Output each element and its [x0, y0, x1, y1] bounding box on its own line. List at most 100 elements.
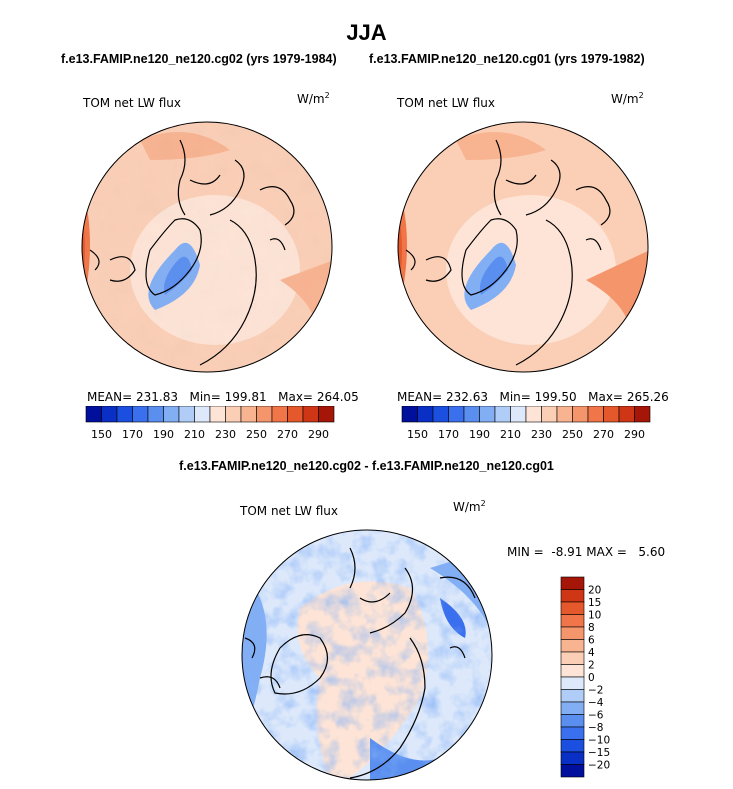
panel1-colorbar-tick-label: 290 [308, 428, 329, 441]
panel1-colorbar-box [225, 406, 242, 423]
panel3-colorbar-box [560, 589, 585, 603]
panel2-colorbar-tick-label: 150 [407, 428, 428, 441]
panel3-colorbar-box [560, 626, 585, 640]
panel2-colorbar-box [618, 406, 635, 423]
panel3-colorbar-box [560, 714, 585, 728]
panel1-colorbar-tick-label: 190 [153, 428, 174, 441]
panel2-colorbar: 150 170 190 210 230 250 270 290 [401, 406, 651, 441]
panel2-colorbar-box [401, 406, 418, 423]
panel2-central-field [446, 195, 616, 345]
panel1-colorbar: 150 170 190 210 230 250 270 290 [85, 406, 335, 441]
panel1-colorbar-box [209, 406, 226, 423]
panel2-colorbar-box [494, 406, 511, 423]
panel3-colorbar-tick-label: 15 [588, 597, 601, 609]
panel1-colorbar-box [132, 406, 149, 423]
panel3-units: W/m2 [453, 499, 486, 514]
panel3-colorbar-tick-label: −4 [588, 697, 604, 709]
panel1-colorbar-box [101, 406, 118, 423]
panel3-colorbar-tick-label: −20 [588, 760, 610, 772]
panel3-colorbar-box [560, 726, 585, 740]
panel2-units: W/m2 [611, 91, 644, 106]
panel2-colorbar-box [432, 406, 449, 423]
panel3-minmax: MIN = -8.91 MAX = 5.60 [507, 545, 666, 559]
panel2-colorbar-box [603, 406, 620, 423]
page-title: JJA [346, 20, 387, 45]
panel1-colorbar-tick-label: 170 [122, 428, 143, 441]
panel2-colorbar-box [556, 406, 573, 423]
panel1-coastlines [89, 139, 295, 366]
panel3-colorbar-box [560, 614, 585, 628]
panel2-colorbar-box [417, 406, 434, 423]
panel1-colorbar-box [194, 406, 211, 423]
panel3-colorbar-tick-label: −2 [588, 685, 603, 697]
panel2-colorbar-tick-label: 290 [624, 428, 645, 441]
panel3-colorbar-box [560, 601, 585, 615]
panel3-colorbar-box [560, 701, 585, 715]
panel2-colorbar-tick-label: 170 [438, 428, 459, 441]
panel1-subtitle: f.e13.FAMIP.ne120_ne120.cg02 (yrs 1979-1… [61, 52, 337, 66]
panel1-colorbar-box [85, 406, 102, 423]
panel3-map [241, 529, 493, 781]
panel1-units: W/m2 [297, 91, 330, 106]
panel3-colorbar-box [560, 739, 585, 753]
panel3-colorbar-tick-label: 6 [588, 635, 595, 647]
panel1-map [81, 121, 333, 373]
panel3-variable-label: TOM net LW flux [240, 504, 338, 518]
panel1-variable-label: TOM net LW flux [83, 96, 181, 110]
panel3-colorbar-tick-label: −8 [588, 722, 603, 734]
panel3-colorbar-box [560, 676, 585, 690]
panel2-colorbar-box [448, 406, 465, 423]
panel3-colorbar-tick-label: −15 [588, 747, 610, 759]
panel3-coastlines [244, 547, 476, 779]
panel1-colorbar-tick-label: 230 [215, 428, 236, 441]
panel3-colorbar-box [560, 664, 585, 678]
panel3-colorbar-box [560, 639, 585, 653]
panel2-colorbar-box [525, 406, 542, 423]
panel2-colorbar-tick-label: 250 [562, 428, 583, 441]
panel3-colorbar-box [560, 651, 585, 665]
panel2-subtitle: f.e13.FAMIP.ne120_ne120.cg01 (yrs 1979-1… [369, 52, 645, 66]
panel2-colorbar-box [572, 406, 589, 423]
panel2-colorbar-box [634, 406, 651, 423]
panel3-colorbar-tick-label: 0 [588, 672, 595, 684]
panel2-colorbar-tick-label: 230 [531, 428, 552, 441]
panel2-colorbar-tick-label: 210 [500, 428, 521, 441]
panel3-colorbar-tick-label: 4 [588, 647, 595, 659]
panel3-colorbar-box [560, 764, 585, 778]
panel2-colorbar-box [463, 406, 480, 423]
panel1-colorbar-box [271, 406, 288, 423]
panel1-colorbar-box [302, 406, 319, 423]
panel1-colorbar-tick-label: 210 [184, 428, 205, 441]
panel3-colorbar-tick-label: 10 [588, 610, 601, 622]
panel1-colorbar-tick-label: 150 [91, 428, 112, 441]
panel1-colorbar-box [256, 406, 273, 423]
panel2-colorbar-box [479, 406, 496, 423]
panel1-colorbar-box [147, 406, 164, 423]
panel1-colorbar-tick-label: 270 [277, 428, 298, 441]
panel2-variable-label: TOM net LW flux [397, 96, 495, 110]
panel3-colorbar-tick-label: 2 [588, 660, 595, 672]
panel3-colorbar-tick-label: −10 [588, 735, 610, 747]
panel3-colorbar-tick-label: 8 [588, 622, 595, 634]
panel1-colorbar-tick-label: 250 [246, 428, 267, 441]
panel1-colorbar-box [163, 406, 180, 423]
panel1-colorbar-box [287, 406, 304, 423]
panel2-coastlines [405, 139, 611, 366]
panel3-colorbar-box [560, 751, 585, 765]
panel2-colorbar-tick-label: 190 [469, 428, 490, 441]
panel1-colorbar-box [178, 406, 195, 423]
panel3-colorbar-box [560, 689, 585, 703]
panel1-colorbar-box [318, 406, 335, 423]
panel3-colorbar-tick-label: 20 [588, 585, 601, 597]
panel1-colorbar-box [116, 406, 133, 423]
panel3-subtitle: f.e13.FAMIP.ne120_ne120.cg02 - f.e13.FAM… [179, 459, 554, 473]
panel2-colorbar-box [510, 406, 527, 423]
panel1-stats: MEAN= 231.83 Min= 199.81 Max= 264.05 [87, 390, 359, 404]
panel2-colorbar-box [587, 406, 604, 423]
panel3-colorbar-box [560, 576, 585, 590]
panel1-colorbar-box [240, 406, 257, 423]
panel3-colorbar-tick-label: −6 [588, 710, 604, 722]
panel2-colorbar-tick-label: 270 [593, 428, 614, 441]
panel2-map [397, 121, 649, 373]
